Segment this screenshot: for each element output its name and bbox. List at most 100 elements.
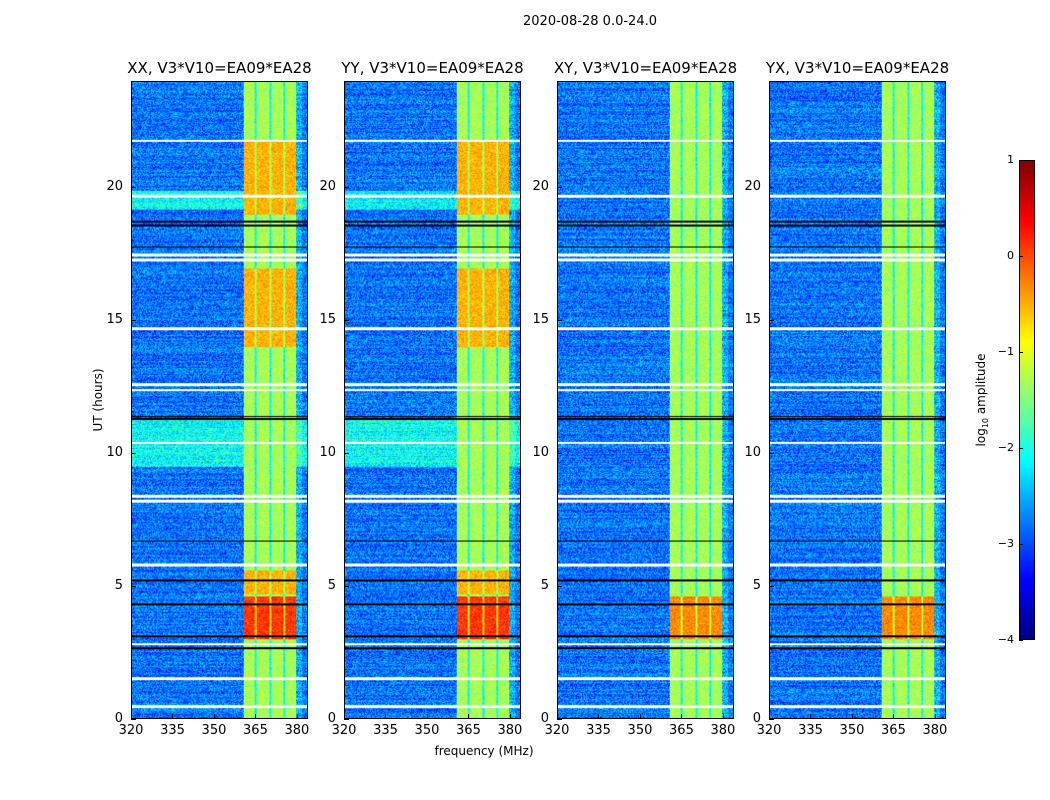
x-tick-label: 365: [456, 723, 481, 738]
x-tick: [810, 714, 812, 719]
x-tick-label: 350: [201, 723, 227, 738]
y-tick: [131, 719, 136, 720]
panel-title: XY, V3*V10=EA09*EA28: [553, 59, 738, 77]
spectrogram-heatmap: [131, 81, 308, 719]
colorbar-tick-label: 0: [1007, 249, 1014, 262]
y-tick: [131, 586, 136, 588]
x-tick-label: 320: [756, 723, 782, 738]
y-tick: [557, 586, 562, 588]
x-tick: [385, 714, 387, 719]
colorbar-tick: [1019, 448, 1023, 449]
colorbar-tick: [1019, 256, 1023, 257]
y-tick: [557, 320, 562, 322]
y-tick: [557, 719, 562, 720]
colorbar-tick: [1019, 160, 1023, 161]
colorbar-tick-label: 1: [1007, 153, 1014, 166]
y-tick-label: 20: [532, 179, 549, 195]
x-tick: [769, 714, 770, 719]
x-tick: [255, 714, 257, 719]
y-tick-label: 20: [319, 179, 336, 195]
y-tick-label: 5: [752, 578, 761, 594]
y-tick: [344, 187, 349, 189]
y-tick: [131, 320, 136, 322]
y-tick-label: 10: [319, 445, 336, 461]
y-tick: [344, 719, 349, 720]
colorbar-tick-label: −2: [997, 441, 1014, 454]
colorbar: [1019, 160, 1035, 640]
x-tick-label: 380: [284, 723, 310, 738]
y-tick: [769, 719, 774, 720]
spectrogram-panel-1: XX, V3*V10=EA09*EA28 320 335 350 365 380 0 5 10 1…: [106, 59, 311, 738]
y-tick-label: 0: [327, 711, 336, 726]
y-tick: [344, 586, 349, 588]
x-tick: [598, 714, 600, 719]
y-tick-label: 20: [106, 179, 123, 195]
y-tick: [557, 453, 562, 455]
y-tick-label: 15: [532, 312, 549, 328]
x-tick-label: 380: [710, 723, 736, 738]
panel-title: YY, V3*V10=EA09*EA28: [341, 59, 524, 77]
x-tick: [213, 714, 215, 719]
x-tick: [172, 714, 174, 719]
x-tick-label: 335: [798, 723, 823, 738]
y-tick: [769, 320, 774, 322]
panel-title: XX, V3*V10=EA09*EA28: [127, 59, 312, 77]
y-tick: [131, 453, 136, 455]
x-tick-label: 350: [839, 723, 865, 738]
x-tick-label: 365: [243, 723, 268, 738]
x-tick: [639, 714, 641, 719]
colorbar-tick-label: −4: [997, 633, 1014, 646]
x-tick: [344, 714, 345, 719]
x-tick-label: 320: [331, 723, 357, 738]
x-tick-label: 380: [922, 723, 948, 738]
x-tick-label: 320: [118, 723, 144, 738]
x-tick: [426, 714, 428, 719]
colorbar-tick: [1019, 352, 1023, 353]
colorbar-tick: [1019, 640, 1023, 641]
colorbar-label: log10 amplitude: [973, 353, 991, 447]
colorbar-tick-label: −1: [997, 345, 1014, 358]
x-tick: [296, 714, 298, 719]
x-axis-label: frequency (MHz): [434, 744, 534, 758]
y-tick: [344, 453, 349, 455]
y-tick-label: 5: [114, 578, 123, 594]
x-tick-label: 335: [586, 723, 611, 738]
y-tick-label: 0: [114, 711, 123, 726]
y-tick-label: 10: [532, 445, 549, 461]
y-tick: [769, 586, 774, 588]
x-tick: [681, 714, 683, 719]
spectrogram-panel-3: XY, V3*V10=EA09*EA28 320 335 350 365 380 0 5 10 1…: [532, 59, 737, 738]
x-tick: [893, 714, 895, 719]
y-tick-label: 20: [744, 179, 761, 195]
y-tick: [557, 187, 562, 189]
x-tick-label: 320: [544, 723, 570, 738]
y-tick: [131, 187, 136, 189]
x-tick-label: 350: [414, 723, 440, 738]
y-axis-label: UT (hours): [91, 368, 105, 432]
x-tick: [557, 714, 558, 719]
spectrogram-heatmap: [344, 81, 521, 719]
x-tick: [131, 714, 132, 719]
figure-title: 2020-08-28 0.0-24.0: [523, 14, 657, 29]
colorbar-tick-label: −3: [997, 537, 1014, 550]
y-tick-label: 0: [752, 711, 761, 726]
x-tick-label: 335: [373, 723, 398, 738]
x-tick-label: 350: [627, 723, 653, 738]
y-tick-label: 0: [540, 711, 549, 726]
x-tick-label: 365: [881, 723, 906, 738]
x-tick: [851, 714, 853, 719]
colorbar-tick: [1019, 544, 1023, 545]
x-tick: [468, 714, 470, 719]
y-tick: [344, 320, 349, 322]
x-tick: [509, 714, 511, 719]
y-tick-label: 10: [106, 445, 123, 461]
spectrogram-panel-4: YX, V3*V10=EA09*EA28 320 335 350 365 380 0 5 10 1…: [744, 59, 949, 738]
spectrogram-heatmap: [769, 81, 946, 719]
x-tick-label: 380: [497, 723, 523, 738]
y-tick: [769, 187, 774, 189]
panel-title: YX, V3*V10=EA09*EA28: [765, 59, 950, 77]
y-tick-label: 15: [319, 312, 336, 328]
y-tick-label: 15: [106, 312, 123, 328]
y-tick-label: 5: [327, 578, 336, 594]
